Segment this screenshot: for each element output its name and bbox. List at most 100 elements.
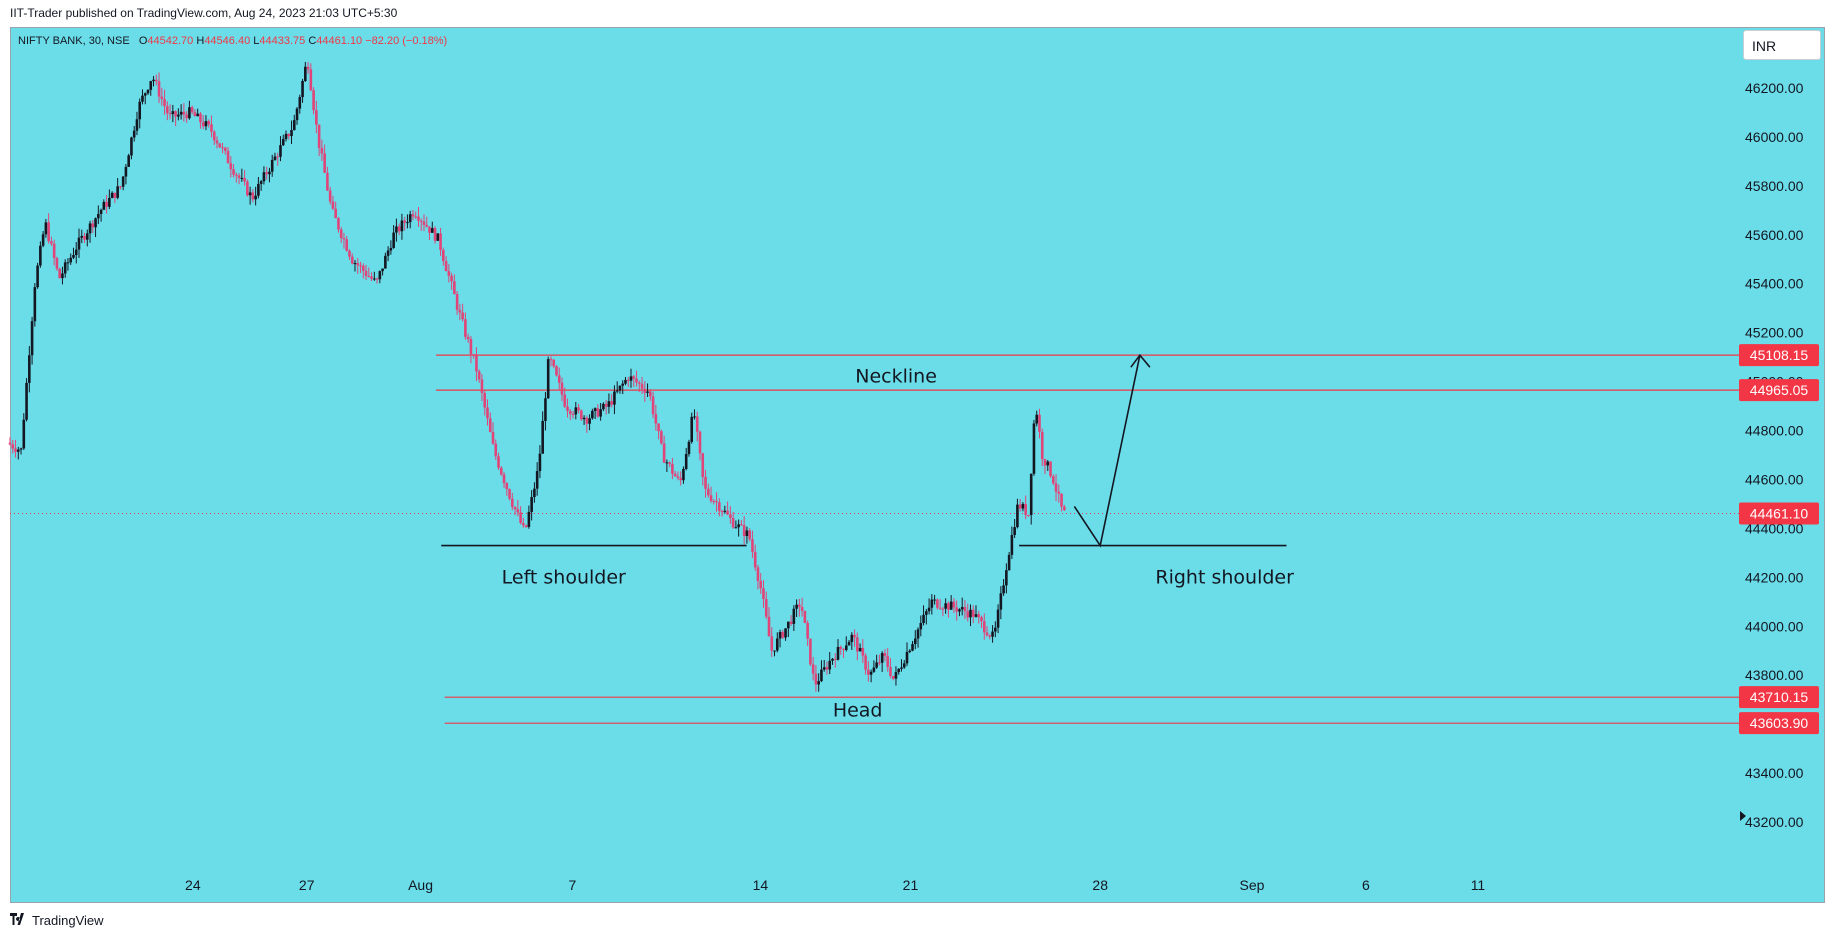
candle-body[interactable] bbox=[367, 275, 371, 277]
candle-body[interactable] bbox=[778, 632, 782, 639]
candle-body[interactable] bbox=[833, 658, 837, 660]
candle-body[interactable] bbox=[163, 99, 166, 107]
candle-body[interactable] bbox=[905, 651, 909, 664]
candle-body[interactable] bbox=[154, 79, 158, 82]
candle-body[interactable] bbox=[621, 383, 625, 386]
candle-body[interactable] bbox=[803, 610, 807, 623]
candle-body[interactable] bbox=[880, 653, 884, 663]
candle-body[interactable] bbox=[397, 226, 401, 232]
symbol-legend[interactable]: NIFTY BANK, 30, NSE O44542.70 H44546.40 … bbox=[18, 35, 447, 47]
candle-body[interactable] bbox=[869, 671, 873, 675]
candle-body[interactable] bbox=[629, 376, 633, 381]
candle-body[interactable] bbox=[966, 611, 970, 618]
candle-body[interactable] bbox=[847, 641, 851, 646]
candle-body[interactable] bbox=[781, 632, 785, 638]
candle-body[interactable] bbox=[867, 669, 870, 675]
candle-body[interactable] bbox=[632, 376, 636, 379]
chart-area[interactable] bbox=[10, 27, 1825, 903]
candle-body[interactable] bbox=[483, 392, 487, 408]
candle-body[interactable] bbox=[911, 644, 914, 651]
candle-body[interactable] bbox=[464, 319, 467, 337]
candle-body[interactable] bbox=[113, 192, 117, 198]
candle-body[interactable] bbox=[900, 667, 903, 669]
candle-body[interactable] bbox=[257, 183, 260, 196]
candle-body[interactable] bbox=[455, 294, 459, 310]
candle-body[interactable] bbox=[171, 111, 175, 115]
candle-body[interactable] bbox=[651, 396, 655, 415]
candle-body[interactable] bbox=[853, 634, 856, 638]
candle-body[interactable] bbox=[320, 147, 324, 154]
candle-body[interactable] bbox=[284, 133, 288, 140]
candle-body[interactable] bbox=[356, 263, 360, 266]
candle-body[interactable] bbox=[657, 423, 660, 432]
candle-body[interactable] bbox=[361, 265, 365, 271]
candle-body[interactable] bbox=[466, 336, 470, 340]
candle-body[interactable] bbox=[994, 627, 997, 632]
candle-body[interactable] bbox=[944, 603, 947, 609]
candle-body[interactable] bbox=[212, 131, 216, 141]
candle-body[interactable] bbox=[50, 241, 53, 244]
candle-body[interactable] bbox=[568, 410, 572, 414]
candle-body[interactable] bbox=[25, 382, 28, 420]
candle-body[interactable] bbox=[662, 443, 666, 463]
candle-body[interactable] bbox=[292, 120, 296, 131]
candle-body[interactable] bbox=[947, 603, 950, 610]
candle-body[interactable] bbox=[141, 95, 144, 102]
candle-body[interactable] bbox=[47, 222, 50, 242]
candle-body[interactable] bbox=[248, 192, 252, 196]
candle-body[interactable] bbox=[646, 391, 649, 393]
candle-body[interactable] bbox=[66, 262, 70, 264]
candle-body[interactable] bbox=[52, 243, 56, 259]
candle-body[interactable] bbox=[400, 220, 404, 232]
candle-body[interactable] bbox=[290, 130, 293, 137]
candle-body[interactable] bbox=[323, 153, 326, 173]
candle-body[interactable] bbox=[649, 391, 652, 397]
candle-body[interactable] bbox=[822, 667, 826, 670]
candle-body[interactable] bbox=[894, 672, 898, 679]
candle-body[interactable] bbox=[384, 255, 387, 269]
candle-body[interactable] bbox=[36, 265, 39, 288]
candle-body[interactable] bbox=[210, 124, 213, 132]
candle-body[interactable] bbox=[927, 607, 931, 612]
candle-body[interactable] bbox=[695, 416, 699, 432]
candle-body[interactable] bbox=[1021, 503, 1025, 509]
candle-body[interactable] bbox=[85, 233, 89, 240]
candle-body[interactable] bbox=[930, 599, 934, 608]
candle-body[interactable] bbox=[386, 250, 390, 256]
candle-body[interactable] bbox=[615, 390, 619, 392]
candle-body[interactable] bbox=[381, 268, 384, 272]
candle-body[interactable] bbox=[580, 410, 583, 420]
candle-body[interactable] bbox=[168, 113, 172, 115]
candle-body[interactable] bbox=[22, 419, 26, 449]
candle-body[interactable] bbox=[613, 391, 616, 405]
candle-body[interactable] bbox=[444, 261, 448, 272]
candle-body[interactable] bbox=[350, 256, 354, 264]
candle-body[interactable] bbox=[160, 96, 164, 100]
candle-body[interactable] bbox=[273, 156, 277, 160]
candle-body[interactable] bbox=[502, 474, 506, 484]
candle-body[interactable] bbox=[375, 278, 379, 280]
candle-body[interactable] bbox=[980, 617, 983, 622]
candle-body[interactable] bbox=[39, 245, 42, 266]
candle-body[interactable] bbox=[262, 172, 266, 182]
candle-body[interactable] bbox=[784, 628, 787, 638]
candle-body[interactable] bbox=[494, 443, 498, 457]
candle-body[interactable] bbox=[936, 599, 939, 608]
candle-body[interactable] bbox=[626, 379, 630, 381]
candle-body[interactable] bbox=[41, 234, 45, 246]
candle-body[interactable] bbox=[720, 511, 724, 513]
candle-body[interactable] bbox=[971, 609, 975, 617]
candle-body[interactable] bbox=[317, 124, 321, 148]
candle-body[interactable] bbox=[511, 498, 514, 507]
candle-body[interactable] bbox=[99, 209, 103, 214]
candle-body[interactable] bbox=[33, 287, 37, 322]
candle-body[interactable] bbox=[654, 414, 658, 424]
candle-body[interactable] bbox=[339, 229, 343, 239]
candle-body[interactable] bbox=[764, 599, 768, 617]
candle-body[interactable] bbox=[88, 223, 92, 234]
candle-body[interactable] bbox=[958, 609, 961, 612]
candle-body[interactable] bbox=[640, 383, 644, 389]
candle-body[interactable] bbox=[1049, 461, 1052, 477]
candle-body[interactable] bbox=[235, 174, 238, 176]
